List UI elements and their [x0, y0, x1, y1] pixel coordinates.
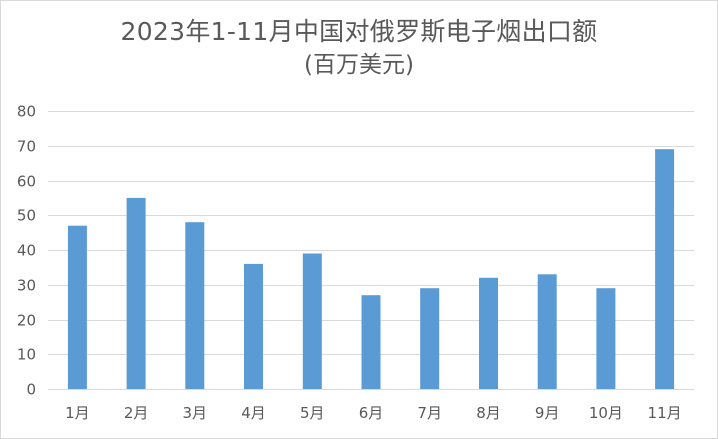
bar-4	[244, 263, 263, 389]
y-tick-label: 10	[17, 346, 36, 364]
x-tick-label: 10月	[589, 404, 623, 422]
bar-5	[302, 253, 322, 389]
x-tick-label: 9月	[535, 404, 560, 422]
bar-2	[126, 197, 146, 389]
y-tick-label: 20	[17, 312, 36, 330]
y-tick-label: 70	[17, 138, 36, 156]
bar-10	[596, 288, 616, 389]
y-axis-ticks: 0 10 20 30 40 50 60 70 80	[17, 103, 36, 399]
x-axis-ticks: 1月 2月 3月 4月 5月 6月 7月 8月 9月 10月 11月	[65, 404, 682, 422]
x-tick-label: 3月	[183, 404, 208, 422]
chart-subtitle: (百万美元)	[304, 52, 414, 78]
y-tick-label: 0	[26, 381, 36, 399]
bar-3	[185, 222, 205, 389]
x-tick-label: 5月	[300, 404, 325, 422]
y-tick-label: 50	[17, 207, 36, 225]
x-tick-label: 1月	[65, 404, 90, 422]
bar-9	[537, 274, 557, 389]
bar-7	[420, 288, 440, 389]
x-tick-label: 4月	[241, 404, 266, 422]
bars	[67, 149, 675, 389]
y-tick-label: 30	[17, 277, 36, 295]
y-tick-label: 40	[17, 242, 36, 260]
x-tick-label: 6月	[359, 404, 384, 422]
bar-8	[479, 277, 498, 389]
bar-1	[67, 225, 87, 389]
y-tick-label: 60	[17, 173, 36, 191]
x-tick-label: 8月	[476, 404, 501, 422]
bar-11	[655, 149, 675, 389]
chart-title: 2023年1-11月中国对俄罗斯电子烟出口额	[120, 17, 598, 46]
x-tick-label: 11月	[648, 404, 682, 422]
x-tick-label: 2月	[124, 404, 149, 422]
bar-6	[361, 295, 381, 389]
y-tick-label: 80	[17, 103, 36, 121]
x-tick-label: 7月	[417, 404, 442, 422]
title-block: 2023年1-11月中国对俄罗斯电子烟出口额 (百万美元)	[0, 16, 718, 80]
